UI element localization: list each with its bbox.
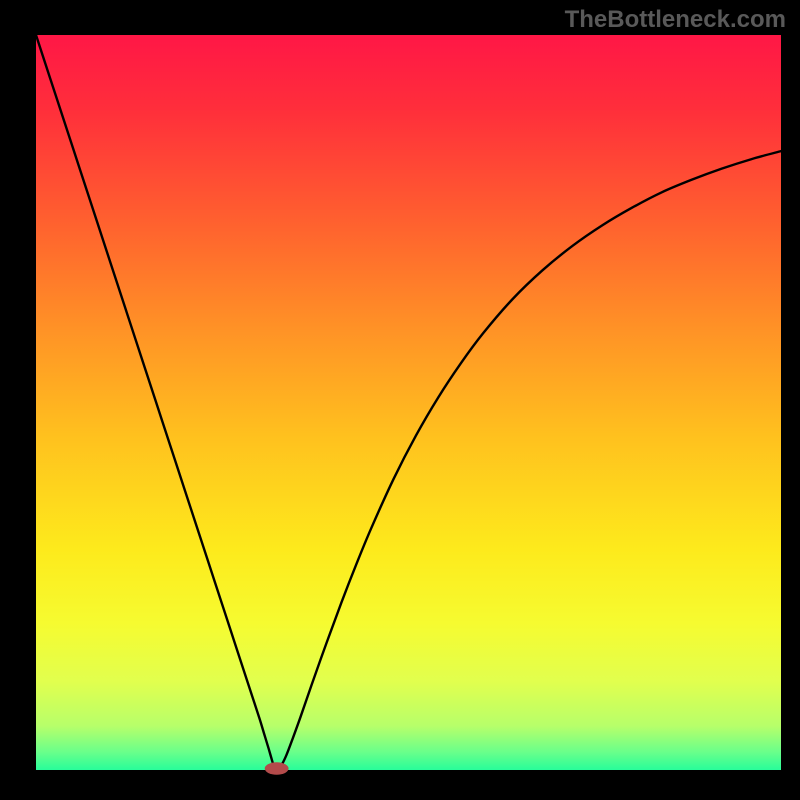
- watermark-text: TheBottleneck.com: [565, 6, 786, 34]
- chart-svg: [0, 0, 800, 800]
- chart-container: TheBottleneck.com: [0, 0, 800, 800]
- chart-background: [36, 35, 781, 770]
- minimum-marker: [265, 762, 289, 774]
